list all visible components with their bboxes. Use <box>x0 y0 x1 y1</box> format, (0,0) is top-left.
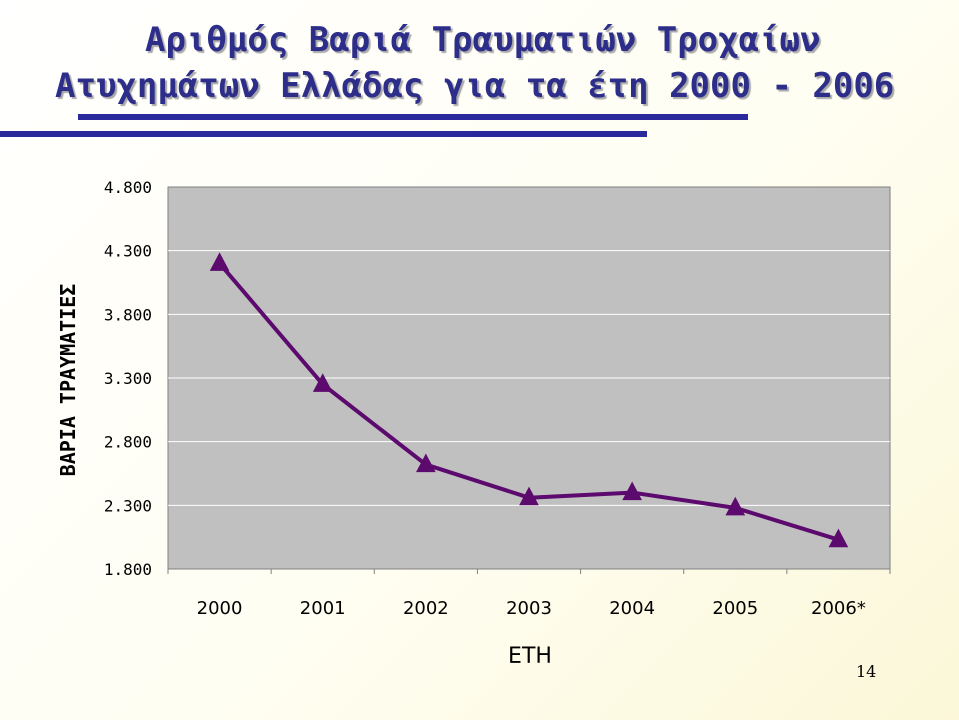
y-tick-label: 3.800 <box>104 305 152 324</box>
title-underline-lower <box>0 131 647 137</box>
data-point-marker <box>828 528 849 548</box>
y-tick-label: 1.800 <box>104 560 152 579</box>
x-tick-label: 2004 <box>609 598 655 619</box>
data-point-marker <box>622 481 642 501</box>
data-point-marker <box>209 252 230 271</box>
x-axis-title: ΕΤΗ <box>508 644 552 669</box>
data-point-marker <box>416 453 436 473</box>
y-tick-label: 2.300 <box>104 496 152 515</box>
y-tick-label: 4.300 <box>104 242 152 261</box>
x-tick-label: 2006* <box>811 598 866 619</box>
y-tick-label: 4.800 <box>104 178 152 197</box>
x-tick-label: 2005 <box>712 598 758 619</box>
slide-title-line-1: Αριθμός Βαριά Τραυματιών Τροχαίων <box>145 20 821 60</box>
x-tick-label: 2001 <box>300 598 346 619</box>
x-tick-label: 2003 <box>506 598 552 619</box>
x-tick-label: 2000 <box>197 598 243 619</box>
data-point-marker <box>312 373 333 392</box>
page-number: 14 <box>856 662 877 681</box>
slide-title-line-2: Ατυχημάτων Ελλάδας για τα έτη 2000 - 200… <box>55 66 895 106</box>
x-tick-label: 2002 <box>403 598 449 619</box>
y-tick-label: 3.300 <box>104 369 152 388</box>
title-underline-upper <box>78 114 748 120</box>
data-point-marker <box>725 496 746 516</box>
y-axis-title: ΒΑΡΙΑ ΤΡΑΥΜΑΤΙΕΣ <box>56 284 80 477</box>
y-tick-label: 2.800 <box>104 433 152 452</box>
data-point-marker <box>519 486 539 506</box>
